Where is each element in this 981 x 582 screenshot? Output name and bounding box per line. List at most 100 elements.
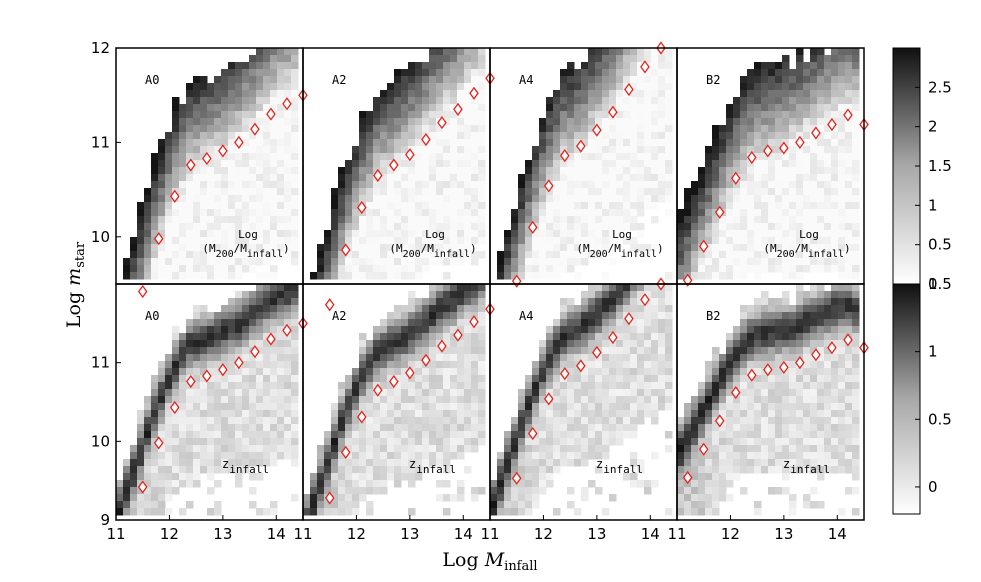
heatmap-cell (782, 83, 790, 91)
heatmap-cell (464, 284, 472, 292)
heatmap-cell (443, 480, 451, 488)
heatmap-cell (193, 97, 201, 105)
heatmap-cell (698, 417, 706, 425)
heatmap-cell (457, 97, 465, 105)
heatmap-cell (408, 118, 416, 126)
heatmap-cell (186, 83, 194, 91)
heatmap-cell (518, 508, 526, 516)
heatmap-cell (719, 403, 727, 411)
heatmap-cell (775, 361, 783, 369)
heatmap-cell (380, 132, 388, 140)
heatmap-cell (443, 410, 451, 418)
heatmap-cell (796, 298, 804, 306)
heatmap-cell (186, 118, 194, 126)
heatmap-cell (754, 305, 762, 313)
heatmap-cell (436, 167, 444, 175)
heatmap-cell (207, 417, 215, 425)
heatmap-cell (588, 284, 596, 292)
heatmap-cell (221, 83, 229, 91)
heatmap-cell (352, 188, 360, 196)
heatmap-cell (504, 487, 512, 495)
heatmap-cell (165, 487, 173, 495)
heatmap-cell (705, 508, 713, 516)
heatmap-cell (581, 431, 589, 439)
heatmap-cell (186, 209, 194, 217)
heatmap-cell (373, 195, 381, 203)
heatmap-cell (588, 480, 596, 488)
heatmap-cell (471, 375, 479, 383)
median-marker (218, 363, 228, 377)
heatmap-cell (415, 375, 423, 383)
heatmap-cell (221, 237, 229, 245)
heatmap-cell (408, 340, 416, 348)
heatmap-cell (733, 244, 741, 252)
heatmap-cell (581, 153, 589, 161)
heatmap-cell (824, 347, 832, 355)
heatmap-cell (221, 326, 229, 334)
heatmap-cell (401, 258, 409, 266)
heatmap-cell (623, 223, 631, 231)
heatmap-cell (478, 104, 486, 112)
heatmap-cell (123, 466, 131, 474)
heatmap-cell (151, 272, 159, 280)
heatmap-cell (270, 188, 278, 196)
heatmap-cell (436, 389, 444, 397)
heatmap-cell (553, 445, 561, 453)
heatmap-cell (235, 326, 243, 334)
heatmap-cell (532, 265, 540, 273)
heatmap-cell (415, 333, 423, 341)
heatmap-cell (291, 244, 299, 252)
heatmap-cell (651, 403, 659, 411)
heatmap-cell (817, 132, 825, 140)
heatmap-cell (712, 452, 720, 460)
heatmap-cell (518, 452, 526, 460)
heatmap-cell (165, 272, 173, 280)
heatmap-cell (352, 501, 360, 509)
heatmap-cell (359, 181, 367, 189)
heatmap-cell (637, 375, 645, 383)
heatmap-cell (602, 291, 610, 299)
heatmap-cell (705, 487, 713, 495)
heatmap-cell (616, 132, 624, 140)
heatmap-cell (719, 230, 727, 238)
heatmap-cell (263, 354, 271, 362)
heatmap-cell (158, 431, 166, 439)
heatmap-cell (464, 83, 472, 91)
heatmap-cell (775, 251, 783, 259)
heatmap-cell (193, 125, 201, 133)
heatmap-cell (588, 445, 596, 453)
heatmap-cell (810, 410, 818, 418)
heatmap-cell (712, 139, 720, 147)
heatmap-cell (249, 354, 257, 362)
heatmap-cell (588, 97, 596, 105)
heatmap-cell (726, 403, 734, 411)
heatmap-cell (200, 125, 208, 133)
heatmap-cell (511, 244, 519, 252)
heatmap-cell (221, 410, 229, 418)
heatmap-cell (574, 174, 582, 182)
heatmap-cell (733, 410, 741, 418)
heatmap-cell (277, 354, 285, 362)
heatmap-cell (588, 382, 596, 390)
heatmap-cell (401, 382, 409, 390)
heatmap-cell (719, 237, 727, 245)
heatmap-cell (637, 62, 645, 70)
heatmap-cell (691, 195, 699, 203)
heatmap-cell (740, 361, 748, 369)
heatmap-cell (845, 487, 853, 495)
heatmap-cell (726, 494, 734, 502)
heatmap-cell (478, 223, 486, 231)
heatmap-cell (616, 326, 624, 334)
heatmap-cell (172, 396, 180, 404)
heatmap-cell (691, 466, 699, 474)
heatmap-cell (588, 230, 596, 238)
heatmap-cell (471, 445, 479, 453)
heatmap-cell (380, 396, 388, 404)
heatmap-cell (733, 333, 741, 341)
heatmap-cell (574, 237, 582, 245)
heatmap-cell (429, 216, 437, 224)
heatmap-cell (712, 438, 720, 446)
heatmap-cell (754, 382, 762, 390)
heatmap-cell (193, 480, 201, 488)
heatmap-cell (179, 438, 187, 446)
